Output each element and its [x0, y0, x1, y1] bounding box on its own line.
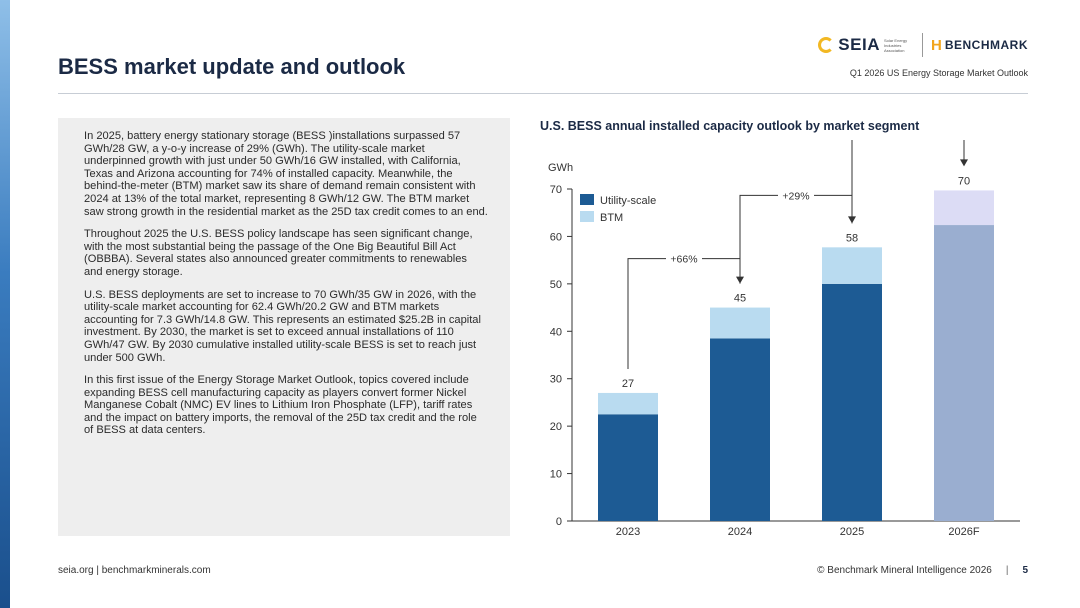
x-tick-label: 2025: [840, 526, 864, 538]
summary-paragraph: U.S. BESS deployments are set to increas…: [84, 288, 481, 364]
bar-btm: [598, 392, 658, 415]
logo-divider: [921, 33, 923, 57]
y-tick-label: 20: [550, 421, 562, 433]
y-tick-label: 60: [550, 231, 562, 243]
y-tick-label: 30: [550, 374, 562, 386]
growth-label: +29%: [782, 190, 809, 202]
header-logos: SEIA Solar Energy Industries Association…: [818, 32, 1028, 58]
bar-utility-scale: [934, 225, 994, 521]
growth-label-bg: [778, 188, 814, 202]
chart-title: U.S. BESS annual installed capacity outl…: [540, 119, 920, 133]
side-accent-bar: [0, 0, 10, 608]
benchmark-logo-text: BENCHMARK: [944, 38, 1028, 52]
bar-utility-scale: [822, 283, 882, 521]
footer-links[interactable]: seia.org | benchmarkminerals.com: [58, 565, 211, 576]
summary-text-panel: In 2025, battery energy stationary stora…: [58, 118, 510, 536]
footer-copyright: © Benchmark Mineral Intelligence 2026: [817, 565, 992, 576]
legend-label-btm: BTM: [600, 212, 623, 224]
footer-separator: |: [1005, 565, 1009, 576]
y-tick-label: 50: [550, 279, 562, 291]
growth-arrow-line: [851, 140, 965, 224]
benchmark-logo: H BENCHMARK: [931, 37, 1028, 54]
legend-swatch-btm: [580, 211, 594, 222]
growth-label: +21%: [894, 140, 921, 141]
bar-btm: [934, 190, 994, 226]
y-tick-label: 10: [550, 469, 562, 481]
bar-utility-scale: [710, 338, 770, 521]
summary-paragraph: In this first issue of the Energy Storag…: [84, 374, 477, 437]
y-tick-label: 70: [550, 184, 562, 196]
bar-utility-scale: [598, 414, 658, 521]
growth-label: +66%: [670, 254, 697, 266]
bar-btm: [822, 247, 882, 284]
total-label: 70: [958, 175, 970, 187]
seia-logo-subtext: Solar Energy Industries Association: [883, 37, 908, 53]
sun-icon: [818, 37, 835, 53]
y-axis-label: GWh: [548, 162, 573, 174]
summary-paragraph: In 2025, battery energy stationary stora…: [84, 130, 488, 218]
page-number: 5: [1022, 565, 1028, 576]
total-label: 45: [734, 293, 746, 305]
x-tick-label: 2023: [616, 526, 640, 538]
y-tick-label: 40: [550, 326, 562, 338]
growth-label-bg: [666, 251, 702, 265]
x-tick-label: 2024: [728, 526, 752, 538]
legend-swatch-utility: [580, 194, 594, 205]
bar-btm: [710, 307, 770, 339]
total-label: 27: [622, 378, 634, 390]
summary-paragraph: Throughout 2025 the U.S. BESS policy lan…: [84, 228, 473, 278]
report-name: Q1 2026 US Energy Storage Market Outlook: [849, 68, 1028, 78]
y-tick-label: 0: [556, 516, 562, 528]
x-tick-label: 2026F: [948, 526, 979, 538]
legend-label-utility: Utility-scale: [600, 195, 656, 207]
benchmark-mark-icon: H: [930, 36, 942, 54]
seia-logo-text: SEIA: [838, 35, 880, 54]
page-title: BESS market update and outlook: [58, 54, 406, 79]
footer-right: © Benchmark Mineral Intelligence 2026 | …: [817, 565, 1028, 576]
seia-logo: SEIA Solar Energy Industries Association: [818, 35, 914, 55]
total-label: 58: [846, 232, 858, 244]
growth-arrow-head: [960, 159, 968, 167]
bess-capacity-chart: GWh 0 10 20 30 40 50 60 70 27 2023 45 2024 58 2025 70 20…: [548, 140, 1020, 538]
header-divider: [58, 93, 1028, 94]
